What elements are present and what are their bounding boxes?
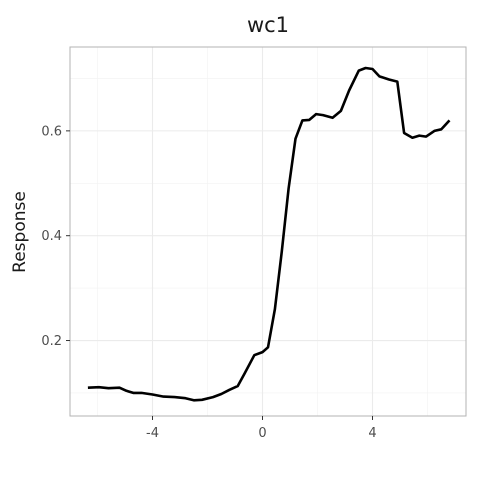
y-tick-label: 0.6 bbox=[41, 124, 62, 139]
y-tick-label: 0.4 bbox=[41, 229, 62, 244]
series-line bbox=[87, 66, 451, 402]
panel-border bbox=[69, 46, 467, 417]
chart-title: wc1 bbox=[247, 13, 289, 37]
y-axis-label: Response bbox=[10, 191, 30, 273]
grid-lines bbox=[70, 47, 466, 416]
x-tick-label: 4 bbox=[368, 426, 376, 441]
axis-ticks: -4 0 4 0.2 0.4 0.6 bbox=[41, 124, 376, 441]
y-tick-label: 0.2 bbox=[41, 334, 62, 349]
x-tick-label: -4 bbox=[146, 426, 159, 441]
series-layer bbox=[87, 66, 451, 402]
x-tick-label: 0 bbox=[258, 426, 266, 441]
